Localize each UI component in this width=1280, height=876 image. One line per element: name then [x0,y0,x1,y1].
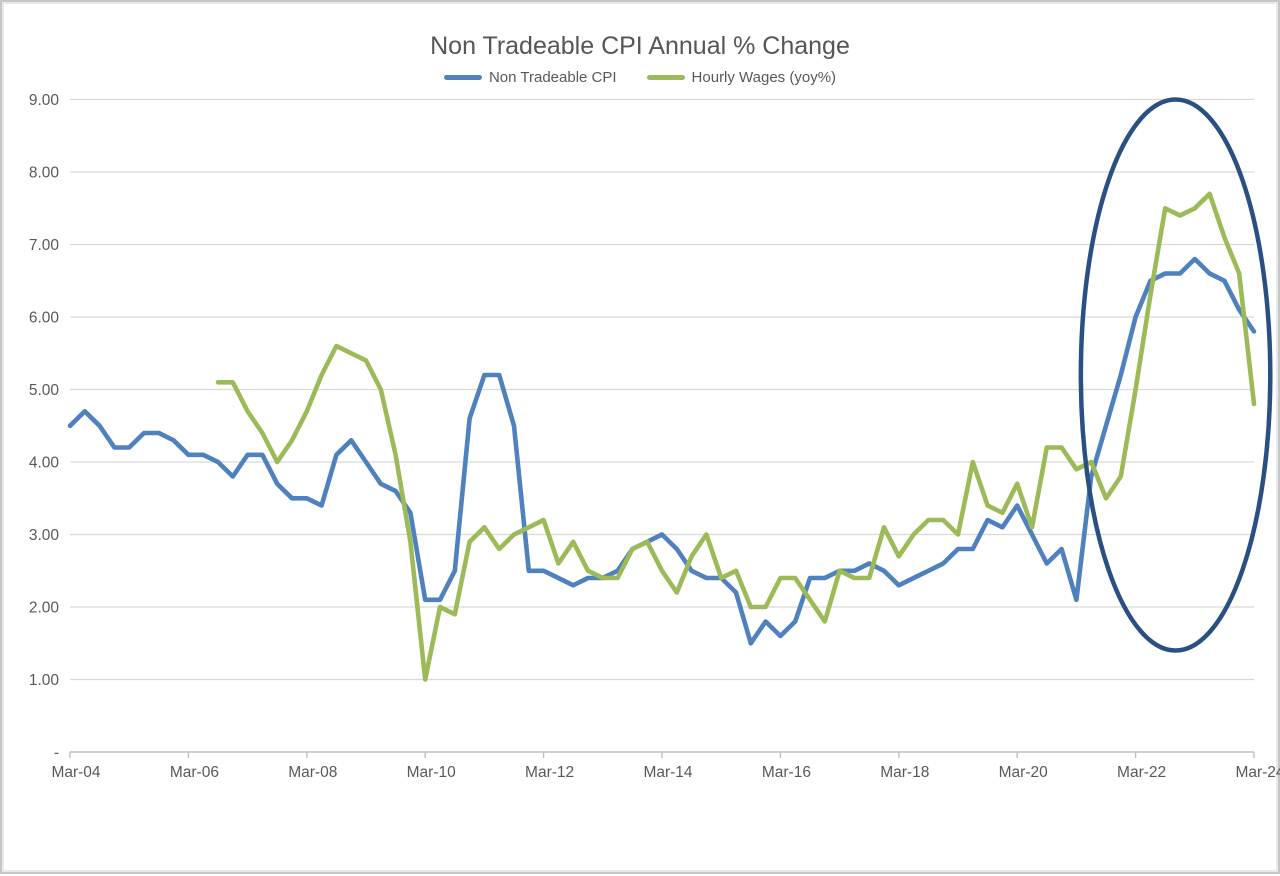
annotation-ellipse [1078,97,1273,653]
x-axis-label: Mar-12 [525,764,574,781]
x-axis-label: Mar-16 [762,764,811,781]
y-axis-label: 4.00 [29,455,60,472]
x-axis-label: Mar-14 [643,764,692,781]
y-axis-label: 8.00 [29,165,60,182]
legend-label: Hourly Wages (yoy%) [691,69,837,86]
chart-title: Non Tradeable CPI Annual % Change [430,32,850,60]
x-axis-label: Mar-18 [880,764,929,781]
y-axis-label: 9.00 [29,92,60,109]
series-line-0 [67,256,1257,646]
x-axis-label: Mar-04 [51,764,100,781]
x-axis-label: Mar-10 [407,764,456,781]
x-axis-label: Mar-24 [1235,764,1280,781]
y-axis-label: 5.00 [29,382,60,399]
legend-label: Non Tradeable CPI [488,69,617,86]
y-axis-label: 1.00 [29,672,60,689]
y-axis-label: 3.00 [29,527,60,544]
y-axis-label: 7.00 [29,237,60,254]
x-axis-label: Mar-22 [1117,764,1166,781]
y-axis-label: 2.00 [29,600,60,617]
x-axis-label: Mar-08 [288,764,337,781]
legend-item-hourly-wages: Hourly Wages (yoy%) [646,69,837,86]
series-line-1 [215,191,1257,682]
legend-marker-blue-line-icon [443,75,482,80]
legend-marker-green-line-icon [646,75,685,80]
x-axis-label: Mar-06 [170,764,219,781]
y-axis-label: 6.00 [29,310,60,327]
legend: Non Tradeable CPI Hourly Wages (yoy%) [2,69,1278,86]
x-axis-label: Mar-20 [999,764,1048,781]
legend-item-non-tradeable-cpi: Non Tradeable CPI [443,69,617,86]
y-axis-label: - [54,745,59,762]
